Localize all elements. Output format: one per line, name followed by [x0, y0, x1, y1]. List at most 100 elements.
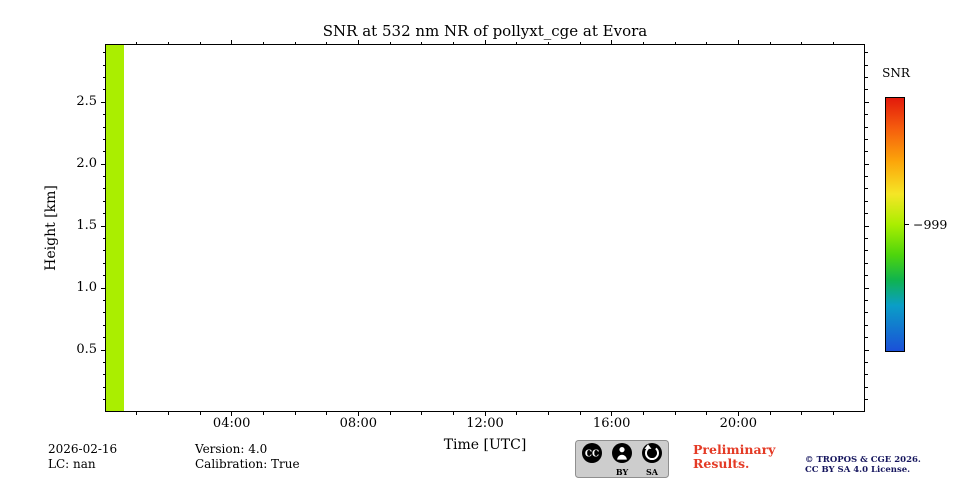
copyright-note: © TROPOS & CGE 2026. CC BY SA 4.0 Licens… [805, 455, 921, 475]
y-minor-tick [102, 399, 105, 401]
y-minor-tick [865, 262, 868, 264]
x-minor-tick [199, 41, 201, 44]
y-minor-tick [102, 188, 105, 190]
y-tick-label: 2.0 [76, 156, 97, 172]
preliminary-note: Preliminary Results. [693, 443, 775, 471]
y-minor-tick [865, 337, 868, 339]
x-minor-tick [642, 41, 644, 44]
y-minor-tick [865, 275, 868, 277]
y-tick-label: 0.5 [76, 342, 97, 358]
y-minor-tick [102, 299, 105, 301]
cc-badge-graphic: CC BY SA [575, 440, 669, 478]
y-minor-tick [102, 262, 105, 264]
y-minor-tick [865, 238, 868, 240]
y-minor-tick [102, 76, 105, 78]
y-minor-tick [865, 126, 868, 128]
y-minor-tick [865, 250, 868, 252]
x-major-tick [611, 412, 613, 416]
x-minor-tick [421, 412, 423, 415]
x-minor-tick [452, 41, 454, 44]
x-minor-tick [167, 412, 169, 415]
sa-arrow-icon [642, 443, 662, 463]
cc-license-badge: CC BY SA [575, 440, 669, 482]
y-minor-tick [865, 399, 868, 401]
y-major-tick [101, 349, 105, 351]
x-minor-tick [769, 412, 771, 415]
x-major-tick [231, 412, 233, 416]
x-minor-tick [136, 41, 138, 44]
x-tick-label: 12:00 [466, 416, 504, 431]
x-minor-tick [547, 41, 549, 44]
x-minor-tick [801, 412, 803, 415]
footer-date-block: 2026-02-16 LC: nan [48, 442, 117, 472]
y-major-tick [865, 349, 869, 351]
y-major-tick [101, 101, 105, 103]
y-minor-tick [865, 374, 868, 376]
x-minor-tick [452, 412, 454, 415]
copyright-line-2: CC BY SA 4.0 License. [805, 465, 911, 475]
colorbar-tick-label: −999 [913, 216, 948, 232]
y-minor-tick [102, 200, 105, 202]
y-minor-tick [102, 64, 105, 66]
x-minor-tick [326, 412, 328, 415]
y-minor-tick [102, 213, 105, 215]
by-person-icon [612, 443, 632, 463]
y-tick-label: 1.5 [76, 218, 97, 234]
y-minor-tick [865, 52, 868, 54]
y-minor-tick [865, 151, 868, 153]
x-minor-tick [326, 41, 328, 44]
lc-label: LC: nan [48, 457, 96, 471]
x-tick-label: 08:00 [339, 416, 378, 431]
y-minor-tick [865, 200, 868, 202]
x-minor-tick [832, 41, 834, 44]
sa-label: SA [646, 467, 659, 477]
data-column [105, 44, 124, 412]
y-minor-tick [865, 188, 868, 190]
y-minor-tick [865, 386, 868, 388]
x-minor-tick [136, 412, 138, 415]
x-minor-tick [421, 41, 423, 44]
footer-version-block: Version: 4.0 Calibration: True [195, 442, 300, 472]
x-minor-tick [706, 41, 708, 44]
y-minor-tick [102, 361, 105, 363]
x-major-tick [484, 412, 486, 416]
x-minor-tick [262, 41, 264, 44]
x-minor-tick [832, 412, 834, 415]
x-minor-tick [294, 412, 296, 415]
y-minor-tick [102, 151, 105, 153]
y-minor-tick [865, 324, 868, 326]
x-minor-tick [516, 412, 518, 415]
y-major-tick [101, 225, 105, 227]
y-minor-tick [865, 213, 868, 215]
y-minor-tick [102, 89, 105, 91]
x-major-tick [484, 40, 486, 44]
x-minor-tick [642, 412, 644, 415]
by-label: BY [616, 467, 629, 477]
x-minor-tick [199, 412, 201, 415]
y-minor-tick [865, 176, 868, 178]
x-minor-tick [167, 41, 169, 44]
y-major-tick [865, 163, 869, 165]
y-minor-tick [865, 114, 868, 116]
x-minor-tick [389, 412, 391, 415]
y-minor-tick [102, 176, 105, 178]
x-minor-tick [579, 41, 581, 44]
colorbar [885, 97, 905, 352]
x-tick-label: 16:00 [592, 416, 631, 431]
colorbar-label: SNR [882, 66, 910, 80]
x-axis-label: Time [UTC] [443, 437, 527, 453]
x-minor-tick [674, 412, 676, 415]
x-tick-label: 04:00 [212, 416, 251, 431]
y-minor-tick [865, 64, 868, 66]
preliminary-line-1: Preliminary [693, 442, 776, 457]
x-minor-tick [801, 41, 803, 44]
y-minor-tick [102, 275, 105, 277]
x-major-tick [737, 40, 739, 44]
x-major-tick [611, 40, 613, 44]
svg-text:CC: CC [585, 450, 599, 460]
x-minor-tick [706, 412, 708, 415]
plot-area [105, 44, 865, 412]
y-minor-tick [102, 114, 105, 116]
x-major-tick [231, 40, 233, 44]
y-major-tick [865, 101, 869, 103]
